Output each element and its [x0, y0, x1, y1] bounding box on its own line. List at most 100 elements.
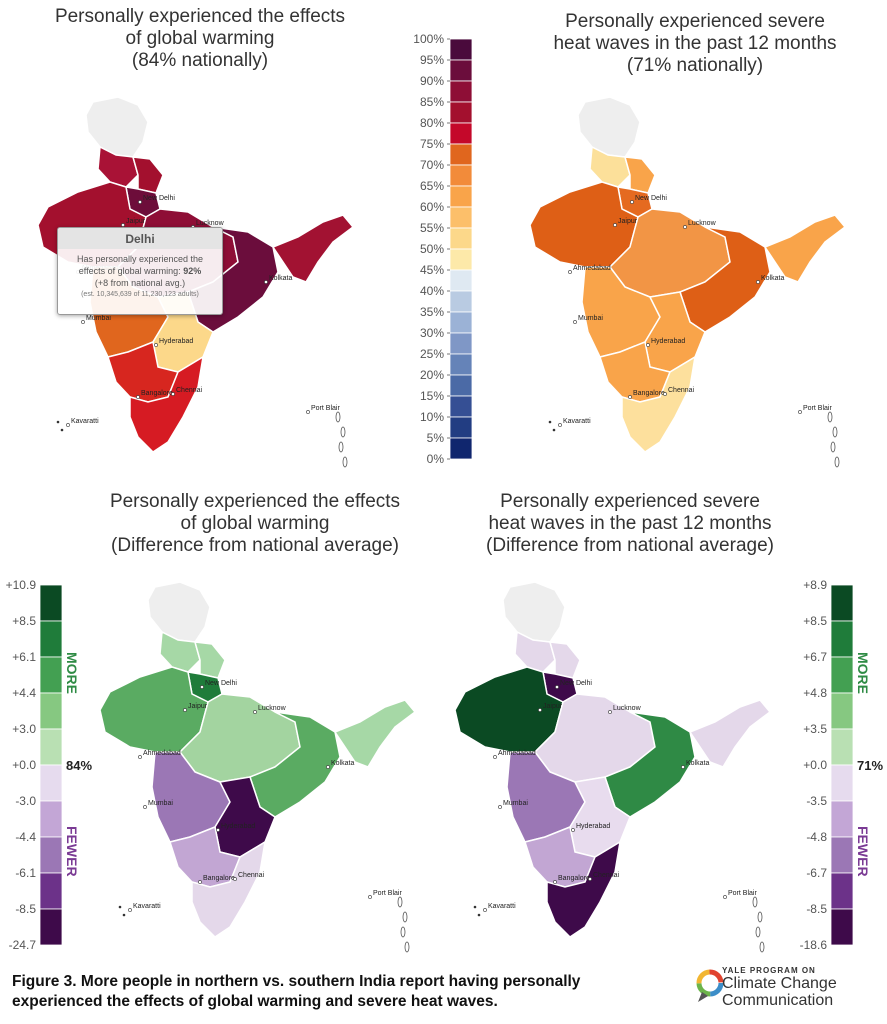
- scale-bin: [449, 269, 473, 292]
- scale-bin: [449, 38, 473, 61]
- city-dot: [128, 908, 132, 912]
- city-dot: [483, 908, 487, 912]
- city-label: Ahmedabad: [498, 750, 536, 757]
- region-north[interactable]: [623, 156, 656, 194]
- scale-bin: [449, 101, 473, 124]
- scale-bin: [449, 185, 473, 208]
- fewer-label: FEWER: [855, 826, 871, 877]
- diff-bin: [39, 584, 63, 622]
- scale-bin: [449, 164, 473, 187]
- city-dot: [558, 423, 562, 427]
- region-ne[interactable]: [271, 214, 355, 283]
- diff-tick-label: +0.0: [803, 758, 827, 772]
- region-ne[interactable]: [688, 699, 772, 768]
- city-label: Lucknow: [688, 220, 717, 227]
- region-south[interactable]: [191, 840, 267, 938]
- region-ne[interactable]: [763, 214, 847, 283]
- percent-color-scale: 100% 95% 90% 85% 80% 75% 70% 65% 60% 55% 50% 45% 40%…: [413, 32, 473, 466]
- scale-bin: [449, 395, 473, 418]
- island: [338, 441, 344, 453]
- island: [548, 420, 552, 424]
- city-dot: [646, 343, 650, 347]
- region-punjab[interactable]: [514, 630, 556, 673]
- city-dot: [573, 320, 577, 324]
- diff-tick-label: +4.4: [12, 686, 36, 700]
- city-label: Kavaratti: [563, 418, 591, 425]
- city-label: Kavaratti: [71, 418, 99, 425]
- diff-bin: [830, 584, 854, 622]
- region-south[interactable]: [129, 355, 205, 453]
- city-dot: [628, 395, 632, 399]
- city-label: Kolkata: [686, 760, 709, 767]
- city-dot: [306, 410, 310, 414]
- island: [759, 941, 765, 953]
- city-label: Chennai: [593, 872, 620, 879]
- scale-tick-label: 65%: [420, 179, 444, 193]
- diff-tick-label: -6.1: [15, 866, 36, 880]
- scale-bin: [449, 290, 473, 313]
- scale-tick-label: 100%: [413, 32, 444, 46]
- scale-tick-label: 50%: [420, 242, 444, 256]
- region-jk[interactable]: [577, 96, 641, 158]
- city-label: Mumbai: [86, 315, 111, 322]
- island: [752, 896, 758, 908]
- island: [473, 905, 477, 909]
- region-punjab[interactable]: [589, 145, 631, 188]
- region-jk[interactable]: [147, 581, 211, 643]
- region-punjab[interactable]: [159, 630, 201, 673]
- city-dot: [683, 225, 687, 229]
- city-label: Jaipur: [188, 703, 208, 710]
- more-label: MORE: [64, 652, 80, 694]
- map-heat-waves-percent: New Delhi Jaipur Lucknow Ahmedabad Kolkata Mu…: [529, 96, 847, 468]
- diff-bin: [39, 620, 63, 658]
- diff-tick-label: +6.1: [12, 650, 36, 664]
- city-label: Lucknow: [196, 220, 225, 227]
- scale-tick-label: 85%: [420, 95, 444, 109]
- island: [335, 411, 341, 423]
- region-south[interactable]: [621, 355, 697, 453]
- region-jk[interactable]: [85, 96, 149, 158]
- region-north[interactable]: [131, 156, 164, 194]
- island: [342, 456, 348, 468]
- map-global-warming-difference: New Delhi Jaipur Lucknow Ahmedabad Kolkata Mu…: [99, 581, 417, 953]
- scale-bin: [449, 227, 473, 250]
- scale-tick-label: 70%: [420, 158, 444, 172]
- city-label: Port Blair: [728, 890, 757, 897]
- city-dot: [588, 877, 592, 881]
- city-label: Port Blair: [373, 890, 402, 897]
- diff-tick-label: -6.7: [806, 866, 827, 880]
- region-jk[interactable]: [502, 581, 566, 643]
- city-dot: [798, 410, 802, 414]
- city-dot: [136, 395, 140, 399]
- city-label: Kolkata: [269, 275, 292, 282]
- city-label: Kavaratti: [133, 903, 161, 910]
- region-north[interactable]: [548, 641, 581, 679]
- scale-bin: [449, 59, 473, 82]
- city-label: Port Blair: [311, 405, 340, 412]
- diff-tick-label: +0.0: [12, 758, 36, 772]
- diff-tick-label: +3.0: [12, 722, 36, 736]
- island: [122, 913, 126, 917]
- region-ne[interactable]: [333, 699, 417, 768]
- diff-tick-label: +4.8: [803, 686, 827, 700]
- diff-bin: [39, 692, 63, 730]
- city-label: Ahmedabad: [143, 750, 181, 757]
- city-dot: [493, 755, 497, 759]
- scale-tick-label: 20%: [420, 368, 444, 382]
- region-north[interactable]: [193, 641, 226, 679]
- city-dot: [756, 280, 760, 284]
- island: [397, 896, 403, 908]
- region-south[interactable]: [546, 840, 622, 938]
- city-dot: [198, 880, 202, 884]
- city-dot: [143, 805, 147, 809]
- tooltip-title: Delhi: [58, 228, 222, 249]
- city-label: Chennai: [176, 387, 203, 394]
- city-dot: [613, 223, 617, 227]
- city-label: Mumbai: [148, 800, 173, 807]
- region-punjab[interactable]: [97, 145, 139, 188]
- diff-bin: [39, 764, 63, 802]
- city-label: Bangalore: [633, 390, 665, 397]
- city-dot: [553, 880, 557, 884]
- city-dot: [538, 708, 542, 712]
- island: [827, 411, 833, 423]
